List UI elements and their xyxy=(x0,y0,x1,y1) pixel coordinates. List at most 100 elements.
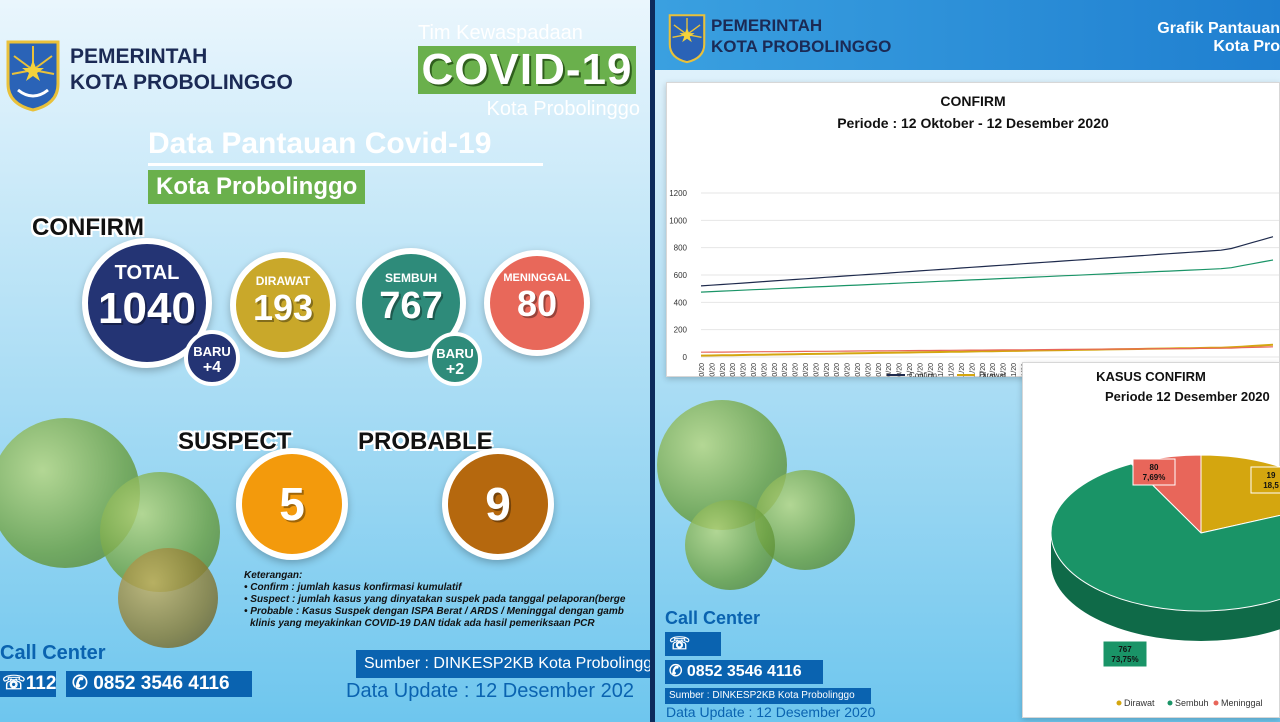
phone-wa-box[interactable]: ✆ 0852 3546 4116 xyxy=(66,671,252,697)
phone-112-box[interactable]: ☏112 xyxy=(0,671,56,697)
dirawat-value: 193 xyxy=(252,287,314,328)
confirm-line-chart-card: CONFIRM Periode : 12 Oktober - 12 Desemb… xyxy=(666,82,1280,377)
x-tick-label: 26/10/20 xyxy=(845,363,852,377)
notes: Keterangan: • Confirm : jumlah kasus kon… xyxy=(244,570,650,630)
task-force-city: Kota Probolinggo xyxy=(486,98,640,120)
x-tick-label: 03/11/20 xyxy=(928,363,935,377)
y-tick-label: 200 xyxy=(674,326,688,335)
x-tick-label: 10/11/20 xyxy=(1001,363,1008,377)
y-tick-label: 800 xyxy=(674,244,688,253)
x-tick-label: 08/11/20 xyxy=(980,363,987,377)
chart-header: Grafik Pantauan Kota Pro xyxy=(1157,20,1280,56)
legend-label: Dirawat xyxy=(979,371,1007,377)
phone-112: 112 xyxy=(25,673,57,694)
pie-percent-label: 7,69% xyxy=(1143,473,1166,482)
city-tag: Kota Probolinggo xyxy=(148,170,366,204)
source-text: Sumber : DINKESP2KB Kota Probolingg xyxy=(356,650,650,678)
notes-title: Keterangan: xyxy=(244,570,303,581)
new-value: +4 xyxy=(202,359,222,376)
new-label: BARU xyxy=(193,344,231,359)
pie-value-label: 19 xyxy=(1267,471,1276,480)
x-tick-label: 23/10/20 xyxy=(813,363,820,377)
city-emblem-icon xyxy=(668,14,706,64)
virus-illustration-icon xyxy=(118,548,218,648)
pie-value-label: 80 xyxy=(1150,463,1159,472)
suspect-circle: 5 xyxy=(236,448,348,560)
x-tick-label: 06/11/20 xyxy=(959,363,966,377)
org-line-1: PEMERINTAH xyxy=(711,16,823,35)
phone-wa: 0852 3546 4116 xyxy=(93,673,230,694)
x-tick-label: 21/10/20 xyxy=(793,363,800,377)
dirawat-circle: DIRAWAT 193 xyxy=(230,252,336,358)
y-tick-label: 1000 xyxy=(669,216,687,225)
org-line-2: KOTA PROBOLINGGO xyxy=(711,37,892,56)
update-text: Data Update : 12 Desember 2020 xyxy=(666,704,876,720)
x-tick-label: 29/10/20 xyxy=(876,363,883,377)
notes-line: • Probable : Kasus Suspek dengan ISPA Be… xyxy=(244,606,624,617)
pie-value-label: 767 xyxy=(1118,645,1132,654)
line-chart-subtitle: Periode : 12 Oktober - 12 Desember 2020 xyxy=(837,115,1109,131)
x-tick-label: 31/10/20 xyxy=(897,363,904,377)
legend-swatch xyxy=(1116,700,1122,706)
y-tick-label: 1200 xyxy=(669,189,687,198)
task-force-title: Tim Kewaspadaan xyxy=(418,22,583,44)
suspect-value: 5 xyxy=(279,478,305,530)
sembuh-label: SEMBUH xyxy=(384,271,437,285)
probable-circle: 9 xyxy=(442,448,554,560)
pie-percent-label: 18,5 xyxy=(1263,481,1279,490)
confirm-pie-chart-card: KASUS CONFIRM Periode 12 Desember 2020 8… xyxy=(1022,362,1280,718)
legend-label: Sembuh xyxy=(1175,698,1209,708)
line-chart-title: CONFIRM xyxy=(940,93,1006,109)
legend-swatch xyxy=(1167,700,1173,706)
y-tick-label: 600 xyxy=(674,271,688,280)
probable-value: 9 xyxy=(485,478,511,530)
x-tick-label: 11/11/20 xyxy=(1011,363,1018,377)
pie-data-label-box xyxy=(1250,466,1280,494)
chart-header-line-1: Grafik Pantauan xyxy=(1157,20,1280,37)
x-tick-label: 20/10/20 xyxy=(782,363,789,377)
whatsapp-icon: ✆ xyxy=(72,673,88,694)
legend-label: Meninggal xyxy=(1221,698,1263,708)
x-tick-label: 05/11/20 xyxy=(949,363,956,377)
x-tick-label: 14/10/20 xyxy=(720,363,727,377)
call-center-title: Call Center xyxy=(0,642,106,664)
chart-header-line-2: Kota Pro xyxy=(1213,38,1280,55)
phone-icon: ☏ xyxy=(669,634,691,653)
title-underline xyxy=(148,163,543,166)
pie-chart-subtitle: Periode 12 Desember 2020 xyxy=(1105,389,1270,404)
x-tick-label: 18/10/20 xyxy=(761,363,768,377)
phone-wa-box[interactable]: ✆ 0852 3546 4116 xyxy=(665,660,823,684)
x-tick-label: 09/11/20 xyxy=(990,363,997,377)
left-infographic: PEMERINTAH KOTA PROBOLINGGO Tim Kewaspad… xyxy=(0,0,650,722)
pie-percent-label: 73,75% xyxy=(1111,655,1138,664)
series-line-sembuh xyxy=(700,259,1274,293)
y-tick-label: 400 xyxy=(674,298,688,307)
x-tick-label: 25/10/20 xyxy=(834,363,841,377)
virus-illustration-icon xyxy=(685,500,775,590)
confirm-label: CONFIRM xyxy=(32,214,144,241)
covid-task-force-badge: Tim Kewaspadaan COVID-19 Kota Probolingg… xyxy=(414,20,640,122)
x-tick-label: 12/10/20 xyxy=(699,363,706,377)
total-new-badge: BARU +4 xyxy=(184,330,240,386)
x-tick-label: 01/11/20 xyxy=(907,363,914,377)
new-label: BARU xyxy=(436,346,474,361)
total-value: 1040 xyxy=(98,284,196,333)
total-label: TOTAL xyxy=(114,262,180,284)
probable-label: PROBABLE xyxy=(358,428,493,455)
city-emblem-icon xyxy=(6,40,60,112)
x-tick-label: 04/11/20 xyxy=(938,363,945,377)
y-tick-label: 0 xyxy=(683,353,688,362)
covid-label: COVID-19 xyxy=(418,46,636,94)
pie-data-label-box xyxy=(1102,640,1148,668)
pie-slice-sembuh xyxy=(1050,463,1280,612)
meninggal-value: 80 xyxy=(516,283,558,324)
right-infographic: PEMERINTAH KOTA PROBOLINGGO Grafik Panta… xyxy=(655,0,1280,722)
x-tick-label: 15/10/20 xyxy=(730,363,737,377)
org-line-1: PEMERINTAH xyxy=(70,45,208,68)
legend-swatch xyxy=(1213,700,1219,706)
x-tick-label: 24/10/20 xyxy=(824,363,831,377)
dirawat-label: DIRAWAT xyxy=(255,274,311,288)
x-tick-label: 16/10/20 xyxy=(741,363,748,377)
phone-112-box[interactable]: ☏ 112 xyxy=(665,632,721,677)
